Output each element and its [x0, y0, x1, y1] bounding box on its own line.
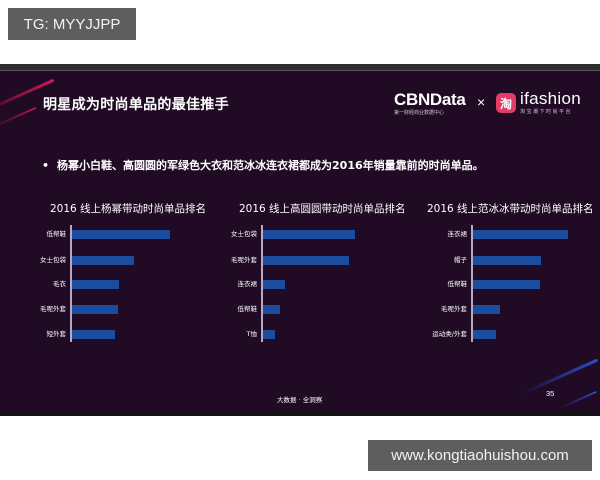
category-label: 运动类/外套 [432, 330, 467, 338]
bar [473, 280, 540, 289]
bar [263, 330, 275, 339]
watermark-tag-top: TG: MYYJJPP [8, 8, 136, 40]
decorative-streak-red-thin [0, 106, 37, 127]
cbndata-logo-text: CBNData [394, 90, 466, 109]
ifashion-logo-subtitle: 淘宝潮下时尚平台 [520, 109, 573, 115]
category-label: 毛呢外套 [40, 305, 66, 313]
category-label: 毛衣 [53, 280, 66, 288]
watermark-tag-bottom: www.kongtiaohuishou.com [368, 440, 592, 471]
decorative-streak-blue [519, 358, 599, 396]
bar [72, 280, 119, 289]
chart-title: 2016 线上高圆圆带动时尚单品排名 [239, 203, 406, 215]
ifashion-logo-text: ifashion [520, 89, 581, 108]
chart-axis [70, 225, 72, 342]
bar [72, 256, 134, 265]
footer-source: 大数据 · 全洞察 [277, 396, 323, 404]
category-label: 低帮鞋 [447, 280, 468, 288]
category-label: 毛呢外套 [441, 305, 467, 313]
bar [263, 305, 280, 314]
category-label: 女士包袋 [40, 256, 66, 264]
bar [473, 305, 500, 314]
category-label: 毛呢外套 [231, 256, 257, 264]
cbndata-logo-subtitle: 第一财经商业数据中心 [394, 110, 445, 116]
bullet-text: 杨幂小白鞋、高圆圆的军绿色大衣和范冰冰连衣裙都成为2016年销量靠前的时尚单品。 [57, 159, 484, 172]
category-label: 帽子 [454, 256, 467, 264]
bar [473, 230, 568, 239]
cbndata-logo: CBNData 第一财经商业数据中心 [394, 90, 466, 117]
slide-title: 明星成为时尚单品的最佳推手 [43, 97, 229, 113]
bar [473, 256, 541, 265]
category-label: 连衣裙 [447, 230, 468, 238]
category-label: 低帮鞋 [46, 230, 67, 238]
bullet-dot-icon: • [42, 159, 50, 172]
chart-axis [471, 225, 473, 342]
presentation-slide: 明星成为时尚单品的最佳推手 CBNData 第一财经商业数据中心 × 淘 ifa… [0, 71, 600, 411]
chart-title: 2016 线上范冰冰带动时尚单品排名 [427, 203, 594, 215]
chart-axis [261, 225, 263, 342]
bar [72, 230, 170, 239]
logo-separator: × [477, 94, 486, 110]
slide-frame-bottom [0, 411, 600, 416]
bar [263, 230, 355, 239]
bullet-point: • 杨幂小白鞋、高圆圆的军绿色大衣和范冰冰连衣裙都成为2016年销量靠前的时尚单品… [42, 157, 484, 173]
ifashion-logo: ifashion 淘宝潮下时尚平台 [520, 89, 581, 116]
bar [263, 280, 285, 289]
category-label: 低帮鞋 [237, 305, 258, 313]
decorative-streak-blue-thin [559, 390, 597, 409]
category-label: 短外套 [46, 330, 67, 338]
bar [473, 330, 496, 339]
taobao-icon: 淘 [496, 93, 516, 113]
category-label: 女士包袋 [231, 230, 257, 238]
slide-frame-top [0, 64, 600, 71]
page-number: 35 [546, 389, 555, 398]
chart-title: 2016 线上杨幂带动时尚单品排名 [50, 203, 207, 215]
category-label: 连衣裙 [237, 280, 258, 288]
bar [72, 330, 115, 339]
bar [72, 305, 118, 314]
bar [263, 256, 349, 265]
category-label: T恤 [246, 330, 257, 338]
